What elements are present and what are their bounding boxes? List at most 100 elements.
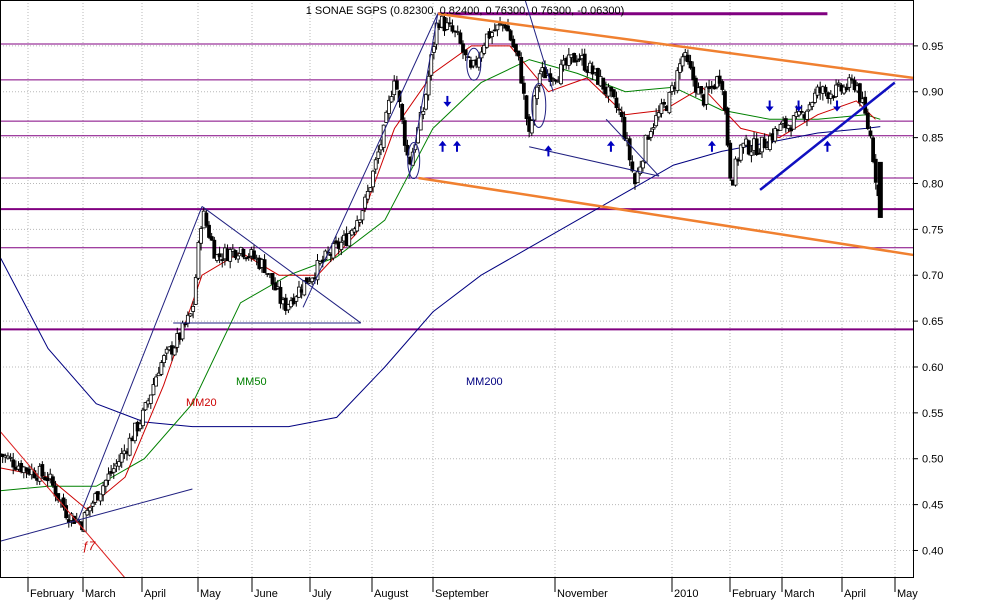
price-candle [143,402,148,411]
price-candle [432,46,436,53]
price-candle [307,281,312,284]
price-candle [482,44,487,54]
price-candle [537,73,542,86]
price-candle [133,422,137,442]
price-candle [217,253,222,258]
price-candle [159,362,164,375]
price-candle [387,99,391,114]
price-candle [11,459,16,468]
price-candle [318,261,323,264]
price-candle [220,259,225,261]
price-candle [717,75,722,84]
price-candle [82,512,87,533]
price-candle [786,124,791,129]
price-candle [278,286,283,304]
price-candle [799,110,804,113]
y-tick-label: 0.85 [922,133,943,145]
price-candle [630,161,635,172]
price-candle [164,348,169,354]
price-candle [88,507,92,512]
price-candle [675,70,680,92]
pattern-oval [466,47,482,81]
price-candle [241,248,246,258]
price-candle [699,86,704,94]
arrow-up-icon-head [823,140,832,146]
price-candle [813,92,817,103]
price-candle [461,43,465,53]
price-candle [394,80,399,90]
price-candle [212,239,217,259]
price-candle [506,25,510,32]
price-candle [476,57,481,68]
price-candle [693,77,698,93]
price-candle [233,250,238,259]
price-candle [659,103,664,114]
y-tick-label: 0.50 [922,454,943,466]
trend-lines [0,0,915,579]
price-candle [617,108,622,111]
price-candle [90,502,95,507]
x-tick-label: April [844,588,866,600]
price-candle [421,111,426,115]
price-candle [302,280,307,296]
trend-line-blue [302,13,439,308]
price-candle [511,38,516,48]
price-candle [357,219,362,223]
price-candle [521,82,526,94]
price-candle [180,322,185,340]
price-candle [199,228,203,244]
price-candle [683,52,688,57]
price-candle-last [877,161,883,218]
price-candle [172,347,177,356]
arrow-up-icon-head [544,145,553,151]
trend-line-blue [605,118,660,177]
price-candle [117,461,121,467]
price-candle [582,53,587,71]
trend-line-blue [524,0,554,92]
price-candle [738,144,743,161]
price-candle [148,394,153,404]
x-tick-label: 2010 [674,588,698,600]
y-axis: 0.40 0.45 0.50 0.55 0.60 0.65 0.70 0.75 0.80 0.85… [914,41,943,557]
price-candle [315,260,320,281]
arrow-up-icon-head [453,140,461,146]
price-candle [559,63,563,85]
price-bars [0,12,883,533]
price-candle [127,437,132,456]
x-tick-label: August [374,588,408,600]
price-candle [754,138,759,156]
y-tick-label: 0.40 [922,545,943,557]
price-candle [85,509,90,516]
price-candle [450,25,455,32]
price-candle [389,96,394,103]
y-tick-label: 0.55 [922,408,943,420]
price-candle [529,120,534,134]
price-candle [45,477,50,482]
price-candle [572,52,577,63]
x-tick-label: June [254,588,278,600]
price-candle [606,86,611,97]
x-tick-label: March [784,588,815,600]
x-tick-label: November [557,588,608,600]
price-candle [294,296,299,302]
price-candle [868,130,873,137]
price-candle [371,170,375,188]
price-candle [445,22,450,30]
price-candle [865,112,870,130]
price-candle [810,102,815,107]
price-candle [678,63,682,73]
price-candle [61,497,66,508]
price-candle [310,277,315,283]
price-candle [373,159,378,170]
price-candle [101,485,106,496]
price-candle [627,138,632,161]
y-tick-label: 0.60 [922,362,943,374]
trend-line-blue [201,206,362,324]
price-candle [111,468,116,473]
price-candle [138,423,143,430]
price-candle [236,255,241,260]
price-candle [151,384,156,396]
price-candle [733,158,738,186]
price-candle [339,241,344,250]
arrow-up-icon-head [606,140,615,146]
